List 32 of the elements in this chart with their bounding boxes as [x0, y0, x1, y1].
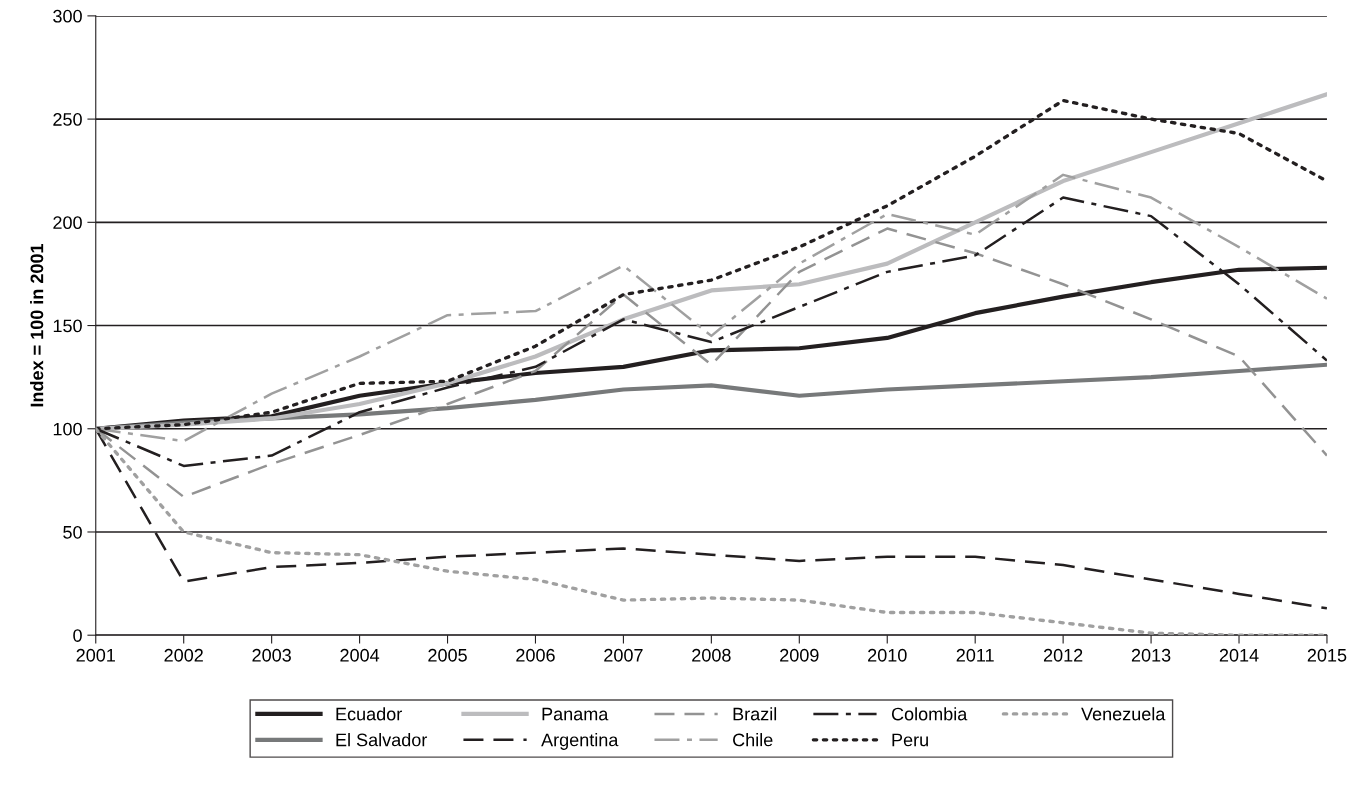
x-tick-label: 2006	[516, 648, 555, 662]
legend-label: Brazil	[733, 707, 777, 721]
x-tick-label: 2003	[252, 648, 291, 662]
x-tick-label: 2015	[1307, 648, 1347, 662]
legend-label: Panama	[542, 707, 609, 721]
x-tick-label: 2014	[1219, 648, 1259, 662]
x-tick-label: 2002	[164, 648, 203, 662]
legend-label: Ecuador	[336, 707, 402, 721]
y-axis-title: Index = 100 in 2001	[30, 243, 44, 407]
x-tick-label: 2007	[604, 648, 643, 662]
x-tick-label: 2001	[76, 648, 115, 662]
x-tick-label: 2010	[868, 648, 907, 662]
y-tick-label: 50	[63, 525, 82, 539]
legend-label: Argentina	[541, 733, 619, 750]
y-tick-label: 250	[53, 113, 82, 126]
legend-label: Peru	[892, 733, 928, 747]
y-tick-label: 300	[53, 9, 82, 23]
y-tick-label: 200	[53, 216, 82, 230]
x-tick-label: 2013	[1131, 648, 1171, 662]
x-tick-label: 2009	[780, 648, 819, 662]
x-tick-label: 2012	[1043, 648, 1083, 662]
legend-label: Venezuela	[1081, 707, 1166, 721]
x-tick-label: 2005	[428, 648, 467, 662]
legend-label: Colombia	[891, 707, 968, 721]
y-tick-label: 100	[53, 422, 82, 436]
y-tick-label: 150	[53, 319, 82, 333]
x-tick-label: 2011	[956, 648, 994, 662]
x-tick-label: 2004	[340, 648, 380, 662]
y-tick-label: 0	[73, 629, 82, 642]
x-tick-label: 2008	[692, 648, 731, 662]
legend-label: El Salvador	[336, 733, 428, 747]
legend-label: Chile	[733, 733, 773, 747]
